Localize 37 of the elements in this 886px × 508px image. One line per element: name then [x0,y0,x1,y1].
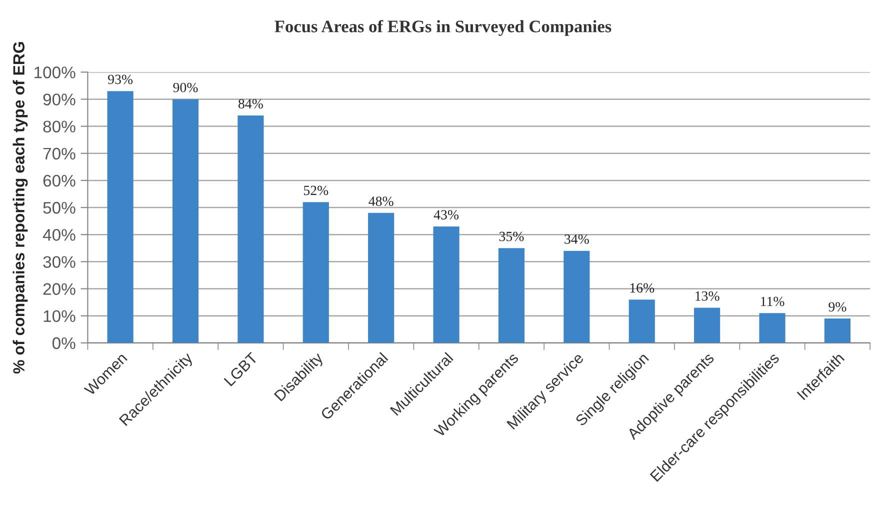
data-label: 43% [434,210,459,220]
data-label: 90% [173,82,198,92]
data-label: 52% [304,186,328,196]
bar [302,202,329,343]
y-axis-title: % of companies reporting each type of ERG [12,42,28,374]
bar [694,308,720,343]
bar [759,313,786,343]
bar [564,250,590,343]
bar [628,300,655,343]
y-tick-label: 80% [43,120,76,132]
y-tick-label: 50% [43,202,76,214]
y-tick-label: 30% [43,256,76,268]
bar [368,212,394,343]
bar [238,115,264,343]
bar [172,99,199,343]
y-tick-label: 60% [43,174,76,187]
bar [433,226,460,343]
bar [107,91,134,343]
bar [498,248,525,343]
bar [824,318,850,343]
y-tick-label: 0% [52,337,76,350]
data-label: 11% [761,296,784,306]
y-tick-label: 10% [44,310,76,322]
y-tick-label: 100% [34,66,76,78]
data-label: 9% [828,302,846,312]
y-tick-label: 40% [42,228,76,241]
y-tick-label: 90% [43,94,76,106]
data-label: 84% [238,99,263,109]
y-tick-label: 70% [43,148,76,160]
data-label: 48% [368,196,394,206]
data-label: 16% [630,283,654,293]
y-tick-label: 20% [43,283,76,295]
data-label: 35% [499,232,524,242]
data-label: 93% [108,74,133,84]
data-label: 34% [564,234,589,244]
chart-title: Focus Areas of ERGs in Surveyed Companies [274,20,612,36]
data-label: 13% [696,291,720,301]
